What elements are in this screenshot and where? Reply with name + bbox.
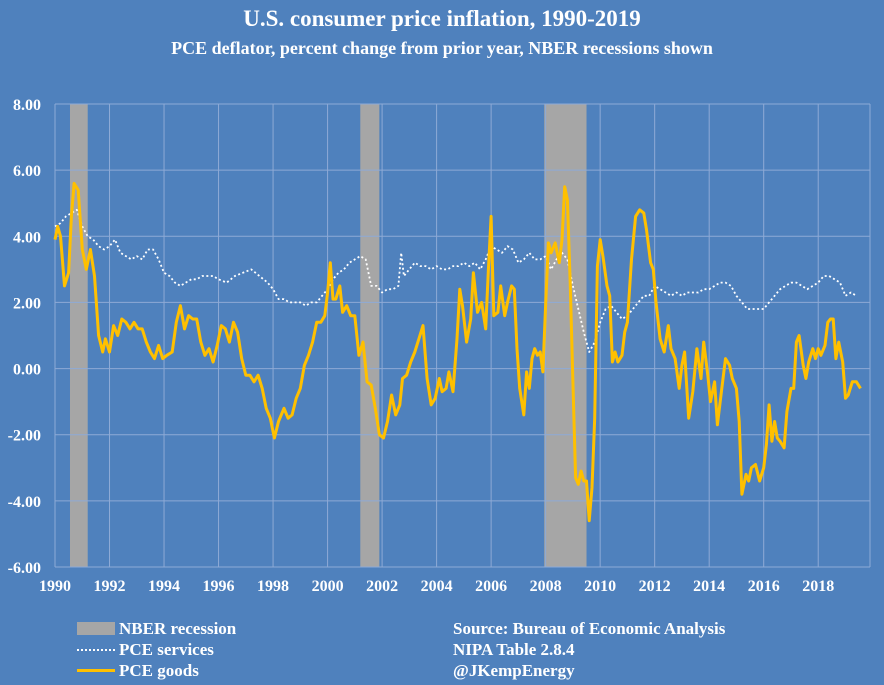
x-tick-label: 1994 xyxy=(148,578,180,595)
recession-band xyxy=(69,104,88,567)
x-axis-ticks: 1990 1992 1994 1996 1998 2000 2002 2004 2006 2008… xyxy=(39,578,834,595)
x-tick-label: 2006 xyxy=(475,578,507,595)
solid-line-swatch-icon xyxy=(77,669,115,672)
y-tick-label: -4.00 xyxy=(8,494,41,511)
recession-band xyxy=(544,104,587,567)
recession-band xyxy=(360,104,380,567)
recession-swatch-icon xyxy=(77,622,115,635)
legend: NBER recession PCE services PCE goods xyxy=(77,618,236,681)
author-handle: @JKempEnergy xyxy=(453,661,575,680)
x-tick-label: 1990 xyxy=(39,578,71,595)
pce-goods-line xyxy=(53,181,862,523)
x-tick-label: 2012 xyxy=(639,578,671,595)
y-tick-label: 8.00 xyxy=(13,97,41,114)
legend-item-goods: PCE goods xyxy=(77,660,236,681)
y-axis-ticks: 8.00 6.00 4.00 2.00 0.00 -2.00 -4.00 -6.00 xyxy=(8,97,41,577)
x-tick-label: 2016 xyxy=(748,578,780,595)
x-tick-label: 2000 xyxy=(312,578,344,595)
y-tick-label: 2.00 xyxy=(13,295,41,312)
source-note: Source: Bureau of Economic Analysis NIPA… xyxy=(453,618,725,681)
x-tick-label: 2018 xyxy=(802,578,834,595)
legend-item-services: PCE services xyxy=(77,639,236,660)
x-tick-label: 1996 xyxy=(203,578,235,595)
y-tick-label: 0.00 xyxy=(13,362,41,379)
legend-label: PCE services xyxy=(119,639,214,659)
x-tick-label: 1992 xyxy=(94,578,126,595)
source-line: Source: Bureau of Economic Analysis xyxy=(453,619,726,638)
legend-label: PCE goods xyxy=(119,660,199,680)
y-tick-label: 4.00 xyxy=(13,229,41,246)
x-tick-label: 2002 xyxy=(366,578,398,595)
chart-title: U.S. consumer price inflation, 1990-2019 xyxy=(243,6,641,31)
legend-item-recession: NBER recession xyxy=(77,618,236,639)
x-tick-label: 2004 xyxy=(421,578,453,595)
x-tick-label: 2014 xyxy=(693,578,725,595)
legend-label: NBER recession xyxy=(119,618,237,638)
y-tick-label: 6.00 xyxy=(13,163,41,180)
series-lines xyxy=(53,181,862,523)
pce-services-line xyxy=(54,208,857,353)
x-tick-label: 1998 xyxy=(257,578,289,595)
recession-bands xyxy=(69,104,587,567)
dotted-line-swatch-icon xyxy=(77,648,115,651)
y-tick-label: -2.00 xyxy=(8,428,41,445)
chart-subtitle: PCE deflator, percent change from prior … xyxy=(171,38,713,58)
y-tick-label: -6.00 xyxy=(8,560,41,577)
table-reference: NIPA Table 2.8.4 xyxy=(453,640,575,659)
x-tick-label: 2008 xyxy=(530,578,562,595)
gridlines xyxy=(54,103,871,568)
x-tick-label: 2010 xyxy=(584,578,616,595)
